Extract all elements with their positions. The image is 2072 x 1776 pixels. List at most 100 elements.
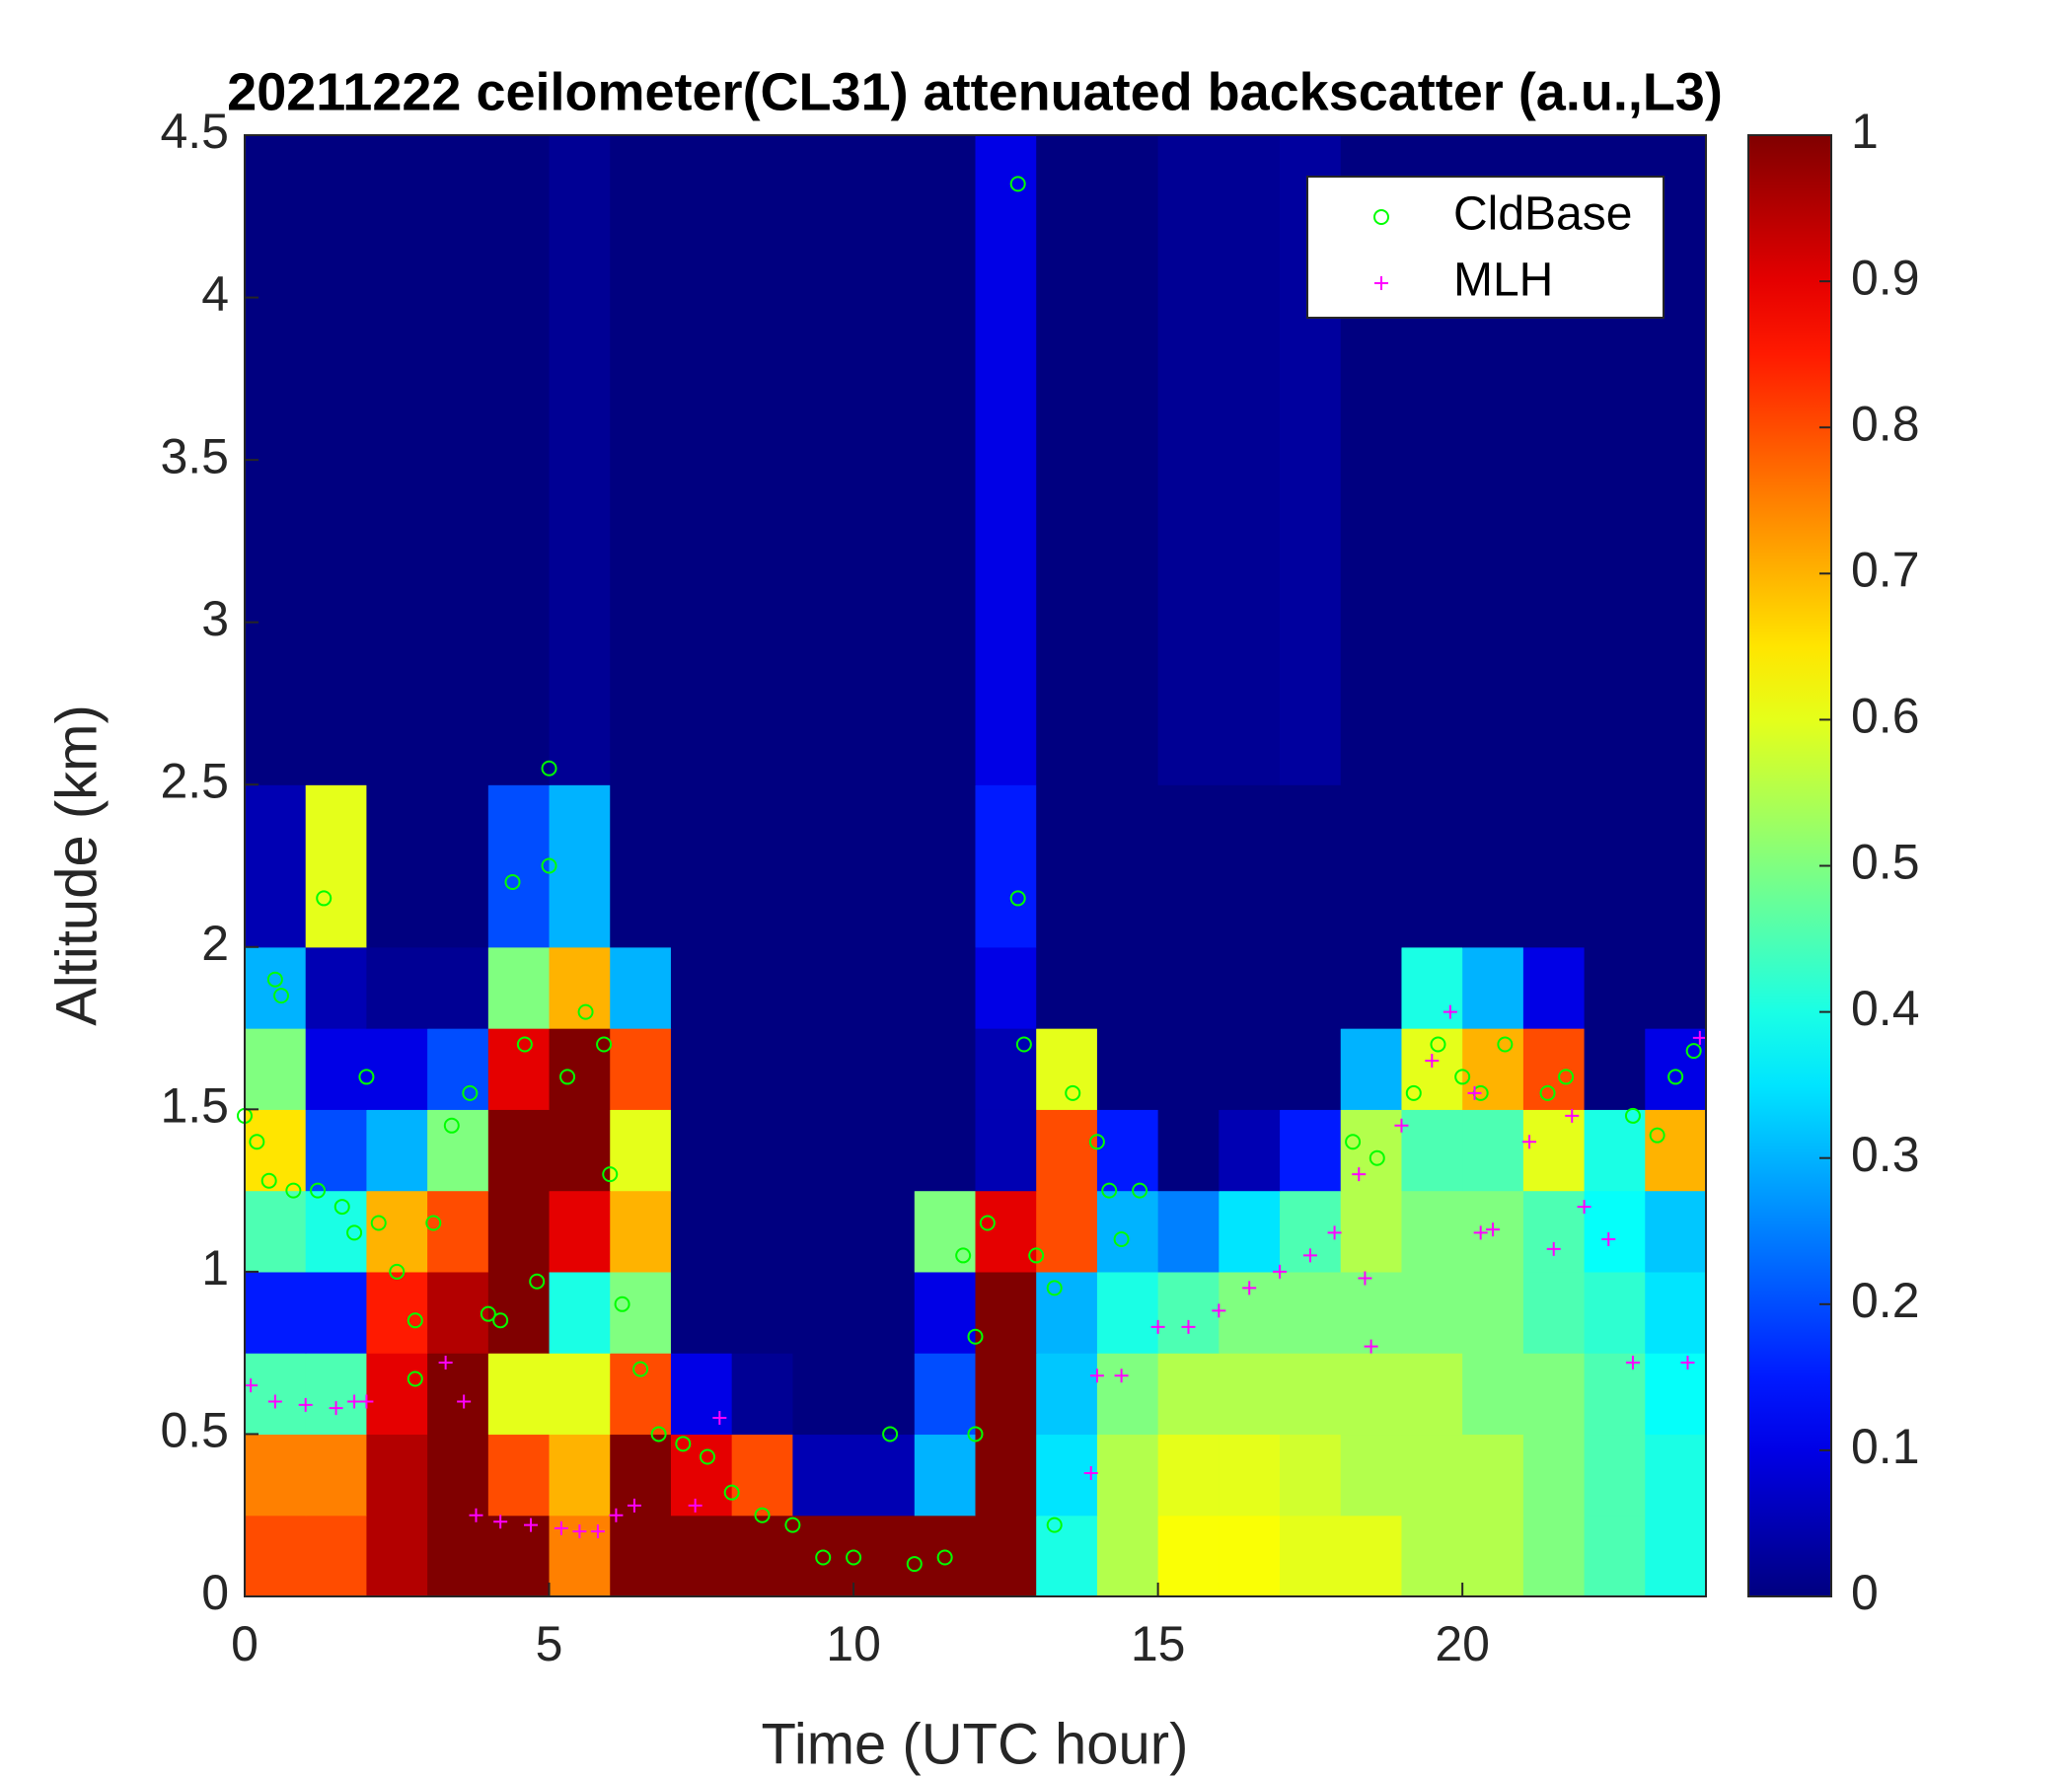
heat-cell <box>1401 1353 1463 1436</box>
heat-cell <box>1219 1515 1281 1596</box>
heat-cell <box>1280 1353 1342 1436</box>
heat-cell <box>1280 1271 1342 1354</box>
mlh-point <box>1114 1369 1129 1383</box>
colorbar-tick-label: 0.3 <box>1851 1127 1920 1182</box>
mlh-point <box>298 1397 313 1412</box>
heat-cell <box>1096 1353 1159 1436</box>
x-tick-label: 20 <box>1435 1616 1490 1671</box>
heat-cell <box>1219 1109 1281 1192</box>
colorbar-tick-label: 0.4 <box>1851 981 1920 1036</box>
heat-cell <box>1584 1515 1646 1596</box>
heat-cell <box>366 1271 428 1354</box>
cloud-base-point <box>1430 1036 1446 1053</box>
heat-cell <box>1036 1271 1098 1354</box>
heat-cell <box>305 1515 368 1596</box>
x-axis-label: Time (UTC hour) <box>762 1712 1189 1776</box>
heat-cell <box>610 135 672 785</box>
heat-cell <box>1462 1353 1524 1436</box>
heat-cell <box>1401 1271 1463 1354</box>
cloud-base-point <box>1539 1084 1556 1101</box>
heat-cell <box>366 1109 428 1192</box>
heat-cell <box>1036 1190 1098 1273</box>
mlh-point <box>267 1394 282 1409</box>
heat-cell <box>670 1109 733 1192</box>
heat-cell <box>1645 1515 1706 1596</box>
mlh-point <box>1522 1135 1537 1149</box>
cloud-base-point <box>249 1134 265 1150</box>
mlh-point <box>1565 1108 1580 1123</box>
heat-cell <box>1522 1109 1586 1192</box>
x-tick-label: 15 <box>1131 1616 1186 1671</box>
heat-cell <box>1645 1434 1706 1517</box>
mlh-point <box>688 1498 703 1513</box>
heat-cell <box>1522 1190 1586 1273</box>
heat-cell <box>670 946 733 1029</box>
heat-cell <box>1645 1353 1706 1436</box>
y-tick-label: 4.5 <box>160 104 229 159</box>
cloud-base-point <box>1009 890 1026 907</box>
heat-cell <box>1340 1190 1403 1273</box>
heat-cell <box>427 1028 489 1110</box>
heat-cell <box>366 1353 428 1436</box>
heat-cell <box>487 1271 551 1354</box>
cloud-base-point <box>577 1003 594 1020</box>
heat-cell <box>792 1353 854 1436</box>
cloud-base-point <box>316 890 333 907</box>
heat-cell <box>975 1434 1037 1517</box>
cloud-base-point <box>936 1549 953 1566</box>
heat-cell <box>731 1515 793 1596</box>
cloud-base-point <box>632 1361 649 1377</box>
cloud-base-point <box>260 1172 277 1189</box>
heat-cell <box>1584 1271 1646 1354</box>
heat-cell <box>366 1515 428 1596</box>
heat-cell <box>1522 1434 1586 1517</box>
heat-cell <box>610 1353 672 1436</box>
cloud-base-point <box>1015 1036 1032 1053</box>
heat-cell <box>1157 1109 1220 1192</box>
heat-cell <box>1462 946 1524 1029</box>
cloud-base-point <box>1132 1182 1148 1199</box>
heat-cell <box>975 946 1037 1029</box>
heat-cell <box>245 1353 307 1436</box>
heat-cell <box>1280 784 1342 948</box>
legend-box <box>1306 176 1665 319</box>
y-tick-label: 1 <box>201 1240 229 1295</box>
colorbar-tick-label: 0.7 <box>1851 543 1920 598</box>
heat-cell <box>305 784 368 948</box>
colorbar-tick-label: 0.8 <box>1851 396 1920 451</box>
heat-cell <box>305 1434 368 1517</box>
heat-cell <box>549 1190 611 1273</box>
heat-cell <box>245 1028 307 1110</box>
mlh-point <box>1601 1231 1616 1246</box>
heat-cell <box>853 1028 916 1110</box>
heat-cell <box>1645 1109 1706 1192</box>
cloud-base-point <box>1046 1517 1063 1533</box>
cloud-base-point <box>723 1484 740 1501</box>
cloud-base-point <box>407 1312 423 1329</box>
cloud-base-point <box>370 1215 387 1231</box>
cloud-base-point <box>596 1036 613 1053</box>
heat-cell <box>792 1109 854 1192</box>
cloud-base-point <box>699 1448 715 1465</box>
heat-cell <box>670 1353 733 1436</box>
heat-cell <box>1584 946 1646 1029</box>
heat-cell <box>1462 1515 1524 1596</box>
heat-cell <box>914 1190 977 1273</box>
x-tick-label: 0 <box>231 1616 259 1671</box>
cloud-base-point <box>967 1426 984 1443</box>
cloud-base-point <box>529 1273 546 1290</box>
heat-cell <box>1036 135 1098 785</box>
heat-cell <box>1219 946 1281 1029</box>
heat-cell <box>731 1190 793 1273</box>
heat-cell <box>1219 1434 1281 1517</box>
heat-cell <box>1157 1190 1220 1273</box>
mlh-point <box>712 1410 727 1425</box>
heat-cell <box>1584 1028 1646 1110</box>
mlh-point <box>1680 1356 1695 1370</box>
x-tick-label: 10 <box>826 1616 881 1671</box>
heat-cell <box>1096 946 1159 1029</box>
heat-cell <box>305 946 368 1029</box>
y-tick-label: 4 <box>201 266 229 322</box>
heat-cell <box>549 1271 611 1354</box>
heat-cell <box>245 784 307 948</box>
